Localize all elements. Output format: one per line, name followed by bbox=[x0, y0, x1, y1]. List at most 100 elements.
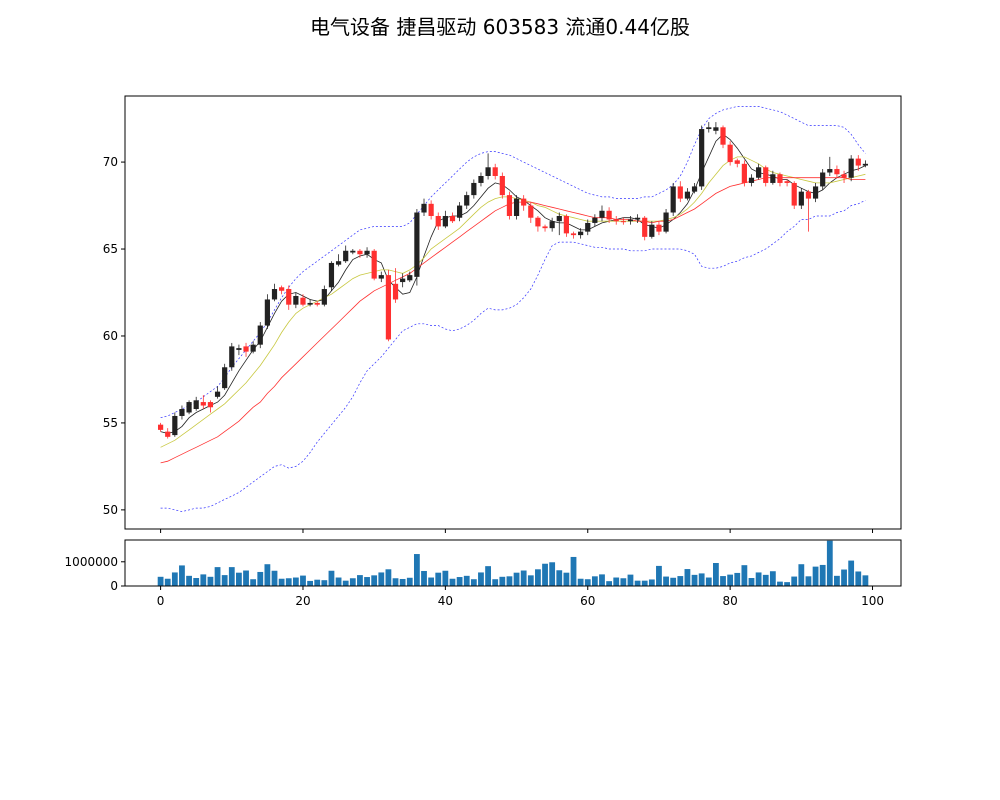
candle-body bbox=[812, 186, 819, 199]
volume-bar bbox=[442, 570, 449, 586]
volume-plot-area bbox=[157, 540, 869, 586]
volume-bar bbox=[236, 572, 242, 586]
candle bbox=[855, 155, 861, 171]
candle bbox=[812, 182, 819, 203]
candle bbox=[634, 214, 641, 223]
candle-body bbox=[620, 221, 626, 223]
volume-bar bbox=[606, 581, 613, 586]
volume-bar bbox=[549, 562, 556, 586]
price-y-tick-label: 60 bbox=[103, 329, 118, 343]
candle bbox=[186, 400, 192, 415]
candle-body bbox=[442, 215, 448, 227]
candle-body bbox=[385, 275, 392, 340]
volume-bar bbox=[670, 577, 677, 586]
candle-body bbox=[421, 203, 427, 213]
candle bbox=[364, 247, 370, 258]
volume-bar bbox=[848, 560, 855, 586]
volume-bar bbox=[378, 572, 385, 586]
candle bbox=[784, 179, 790, 187]
candle-body bbox=[670, 186, 676, 213]
candle-body bbox=[563, 215, 569, 234]
candle-body bbox=[627, 219, 634, 222]
candle-body bbox=[834, 169, 840, 175]
candle bbox=[222, 363, 228, 390]
volume-bar bbox=[513, 572, 520, 586]
candle-body bbox=[613, 219, 619, 222]
volume-bar bbox=[769, 571, 776, 586]
volume-bar bbox=[307, 580, 314, 586]
volume-bar bbox=[257, 571, 264, 586]
candle-body bbox=[407, 275, 413, 281]
candle bbox=[250, 341, 256, 354]
candle-body bbox=[165, 431, 171, 437]
volume-bar bbox=[449, 578, 456, 586]
candle bbox=[207, 400, 214, 413]
candle bbox=[506, 191, 513, 220]
volume-bar bbox=[357, 575, 363, 586]
volume-bar bbox=[193, 578, 200, 586]
volume-bar bbox=[599, 574, 605, 586]
candle bbox=[279, 285, 285, 295]
candle-body bbox=[257, 325, 263, 345]
candle-body bbox=[435, 215, 441, 227]
candle-body bbox=[713, 127, 719, 131]
candle bbox=[834, 165, 840, 178]
candle bbox=[713, 122, 719, 135]
volume-bar bbox=[478, 572, 484, 586]
candle bbox=[200, 395, 206, 410]
volume-bar bbox=[705, 577, 712, 586]
candle-body bbox=[777, 174, 783, 183]
volume-bar bbox=[563, 572, 570, 586]
volume-bar bbox=[520, 570, 527, 586]
volume-x-tick-label: 80 bbox=[722, 594, 737, 608]
candle-body bbox=[521, 198, 527, 206]
volume-bar bbox=[535, 569, 541, 586]
candle-body bbox=[457, 205, 463, 218]
volume-bar bbox=[663, 576, 669, 586]
candle bbox=[193, 396, 199, 411]
volume-bar bbox=[485, 566, 491, 586]
candle-body bbox=[400, 278, 406, 283]
volume-bar bbox=[364, 577, 370, 586]
volume-bar bbox=[798, 564, 805, 586]
candle bbox=[321, 285, 327, 307]
volume-bar bbox=[684, 569, 691, 586]
candle-body bbox=[478, 175, 484, 183]
volume-bar bbox=[570, 556, 577, 586]
candle bbox=[670, 182, 676, 216]
candle-body bbox=[464, 195, 470, 206]
price-plot-area bbox=[157, 106, 869, 512]
volume-bar bbox=[371, 575, 378, 586]
volume-bar bbox=[200, 574, 207, 586]
volume-bar bbox=[342, 580, 349, 586]
candle bbox=[649, 221, 655, 239]
candle bbox=[563, 214, 569, 237]
candle-body bbox=[791, 182, 797, 206]
candle bbox=[328, 261, 335, 291]
candle bbox=[335, 254, 342, 267]
candle bbox=[549, 217, 555, 232]
candle-body bbox=[634, 217, 641, 220]
volume-bar bbox=[862, 575, 869, 586]
candle-body bbox=[378, 275, 384, 279]
candle-body bbox=[855, 158, 861, 166]
volume-bar bbox=[805, 576, 812, 586]
candle bbox=[535, 215, 541, 232]
candle bbox=[478, 172, 484, 187]
candle-body bbox=[371, 250, 377, 279]
candle-body bbox=[649, 224, 655, 237]
candle-body bbox=[364, 250, 370, 255]
candle-body bbox=[357, 250, 363, 255]
candle bbox=[720, 125, 726, 149]
candle-body bbox=[471, 182, 477, 196]
candle bbox=[620, 217, 626, 225]
volume-bar bbox=[228, 567, 235, 586]
candle bbox=[570, 231, 577, 239]
candle bbox=[264, 294, 270, 330]
candle bbox=[414, 209, 420, 286]
candle-body bbox=[656, 224, 662, 232]
candle bbox=[542, 224, 548, 232]
candle-body bbox=[492, 167, 498, 176]
candle-body bbox=[271, 289, 278, 300]
volume-bar bbox=[634, 580, 641, 586]
